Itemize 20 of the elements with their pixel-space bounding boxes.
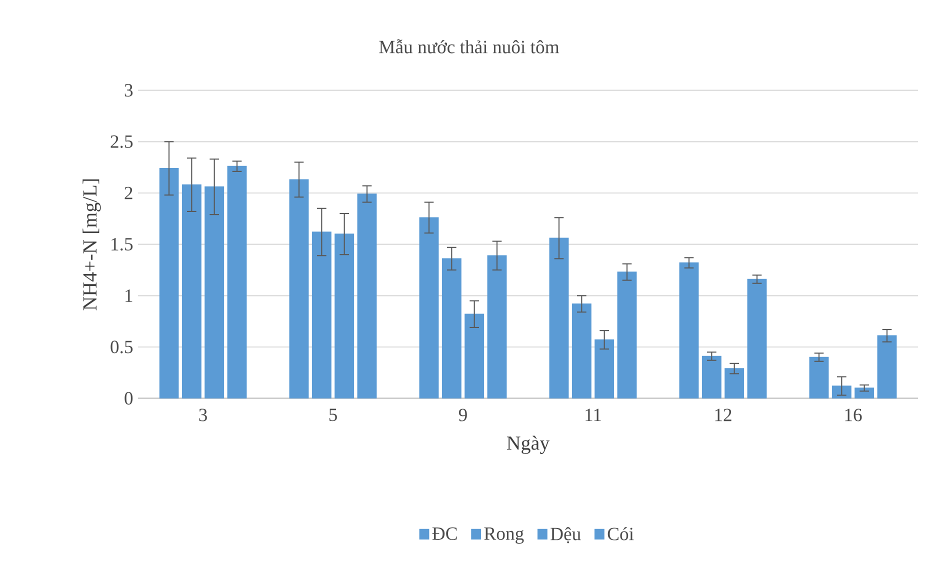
legend-label: ĐC <box>432 527 457 540</box>
legend-label: Rong <box>484 527 524 544</box>
x-tick-label: 12 <box>715 408 732 422</box>
x-tick-label: 11 <box>586 408 601 422</box>
x-tick-label: 16 <box>845 408 862 422</box>
y-tick-label: 3 <box>124 84 133 97</box>
y-tick-label: 0.5 <box>110 340 133 354</box>
y-tick-label: 2 <box>124 186 132 200</box>
chart-title: Mẫu nước thải nuôi tôm <box>379 39 560 54</box>
x-tick-label: 9 <box>458 408 467 422</box>
legend-label: Cói <box>608 527 634 540</box>
x-axis-title: Ngày <box>506 436 550 454</box>
x-tick-label: 5 <box>329 408 337 422</box>
y-tick-label: 1 <box>126 289 132 302</box>
x-tick-label: 3 <box>199 408 207 422</box>
legend-label: Dệu <box>550 527 581 544</box>
y-tick-label: 1.5 <box>112 238 133 251</box>
y-tick-label: 2.5 <box>110 135 133 148</box>
y-tick-label: 0 <box>124 392 133 405</box>
y-axis-title: NH4+-N [mg/L] <box>82 179 101 310</box>
